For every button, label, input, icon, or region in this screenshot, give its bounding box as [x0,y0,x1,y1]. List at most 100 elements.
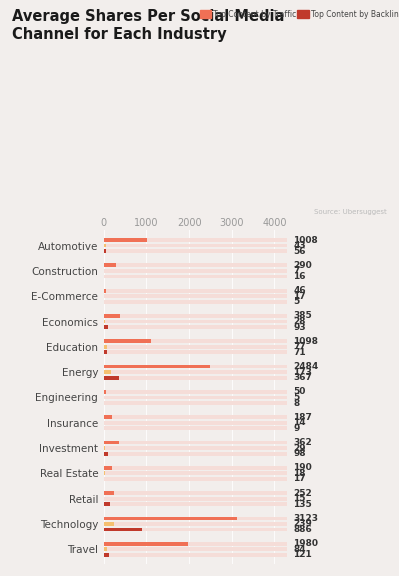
Text: 886: 886 [293,525,312,534]
Bar [104,314,287,318]
Text: 7: 7 [293,266,300,275]
Bar [104,238,287,242]
Bar [104,517,287,520]
Bar [104,263,116,267]
Bar [104,547,107,551]
Bar [104,502,287,506]
Text: 385: 385 [293,312,312,320]
Bar [104,339,150,343]
Text: 9: 9 [293,424,300,433]
Bar [104,446,287,450]
Text: 362: 362 [293,438,312,447]
Bar [104,294,105,298]
Text: 121: 121 [293,550,312,559]
Bar [104,249,106,253]
Bar [104,466,287,469]
Bar [104,497,105,501]
Bar [104,522,114,526]
Bar [104,300,287,304]
Text: 77: 77 [293,342,306,351]
Bar [104,370,111,374]
Bar [104,390,287,394]
Bar [104,320,287,323]
Text: 50: 50 [293,388,306,396]
Bar [104,415,112,419]
Bar [104,466,112,469]
Bar [104,497,287,501]
Text: 15: 15 [293,494,306,503]
Bar [104,244,287,248]
Text: 190: 190 [293,463,312,472]
Text: 135: 135 [293,500,312,509]
Bar [104,421,287,425]
Bar [104,350,287,354]
Bar [104,491,287,495]
Bar [104,446,105,450]
Text: 98: 98 [293,449,306,458]
Bar [104,542,287,545]
Bar [104,528,142,532]
Bar [104,441,119,445]
Text: 1008: 1008 [293,236,318,245]
Text: 252: 252 [293,488,312,498]
Text: 43: 43 [293,241,306,250]
Bar [104,320,105,323]
Text: 367: 367 [293,373,312,382]
Bar [104,542,188,545]
Text: 290: 290 [293,261,312,270]
Bar [104,426,287,430]
Text: 173: 173 [293,367,312,377]
Text: 93: 93 [293,323,306,332]
Text: Top Content by Traffic: Top Content by Traffic [213,10,297,20]
Text: 239: 239 [293,520,312,529]
Bar [104,376,119,380]
Text: 28: 28 [293,317,306,326]
Bar [104,528,287,532]
Bar [104,472,287,475]
Bar [104,345,287,348]
Bar [104,547,287,551]
Bar [104,345,107,348]
Bar [104,553,109,557]
Bar [104,390,106,394]
Text: 14: 14 [293,418,306,427]
Text: 16: 16 [293,272,306,281]
Bar [104,477,105,481]
Bar [104,325,287,329]
Text: 17: 17 [293,475,306,483]
Bar [104,415,287,419]
Text: 71: 71 [293,348,306,357]
Bar [104,517,237,520]
Bar [104,350,107,354]
Text: Source: Ubersuggest: Source: Ubersuggest [314,209,387,214]
Bar [104,491,115,495]
Bar [104,289,287,293]
Bar [104,289,106,293]
Text: 1980: 1980 [293,539,318,548]
Bar [104,522,287,526]
Bar [104,314,120,318]
Bar [104,472,105,475]
Text: Top Content by Backlinks: Top Content by Backlinks [311,10,399,20]
Bar [104,370,287,374]
Bar [104,263,287,267]
Bar [104,477,287,481]
Bar [104,325,108,329]
Bar [104,553,287,557]
Text: 3123: 3123 [293,514,318,523]
Bar [104,401,287,405]
Text: 187: 187 [293,412,312,422]
Text: 29: 29 [293,444,306,453]
Text: 84: 84 [293,545,306,554]
Bar [104,294,287,298]
Bar [104,339,287,343]
Bar [104,452,287,456]
Bar [104,365,210,369]
Text: Average Shares Per Social Media
Channel for Each Industry: Average Shares Per Social Media Channel … [12,9,284,42]
Bar [104,275,105,278]
Text: 56: 56 [293,247,306,256]
Bar [104,244,106,248]
Bar [104,249,287,253]
Bar [104,269,287,273]
Text: 8: 8 [293,399,300,407]
